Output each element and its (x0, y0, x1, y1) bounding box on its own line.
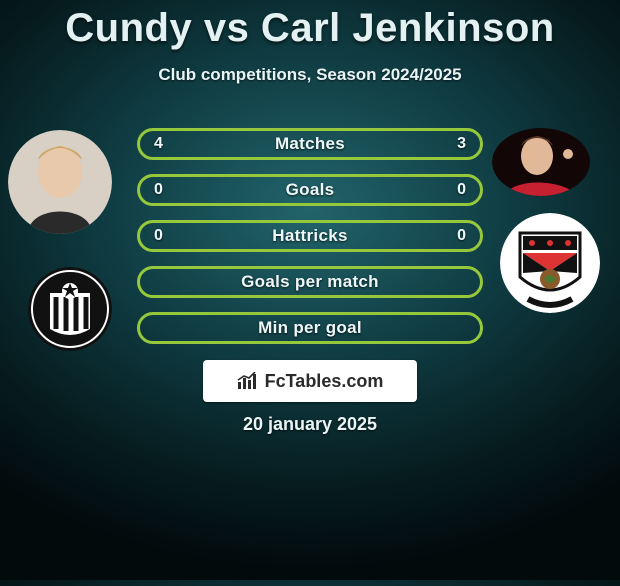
player-right-avatar (492, 128, 590, 196)
stat-row-goals-per-match: Goals per match (137, 266, 483, 298)
stat-left-value: 4 (154, 135, 163, 153)
stat-label: Matches (275, 134, 345, 154)
player-right-club-crest (500, 213, 600, 313)
stat-row-min-per-goal: Min per goal (137, 312, 483, 344)
stat-label: Goals per match (241, 272, 379, 292)
stat-left-value: 0 (154, 181, 163, 199)
stat-label: Hattricks (272, 226, 347, 246)
brand-text: FcTables.com (265, 371, 384, 392)
subtitle: Club competitions, Season 2024/2025 (0, 65, 620, 85)
snapshot-date: 20 january 2025 (243, 414, 377, 435)
stat-row-hattricks: 0 Hattricks 0 (137, 220, 483, 252)
stat-right-value: 0 (457, 227, 466, 245)
page-title: Cundy vs Carl Jenkinson (0, 6, 620, 51)
stat-label: Goals (286, 180, 335, 200)
player-left-avatar (8, 130, 112, 234)
stat-right-value: 3 (457, 135, 466, 153)
stat-row-matches: 4 Matches 3 (137, 128, 483, 160)
bar-chart-icon (237, 372, 259, 390)
player-left-club-crest (28, 267, 112, 351)
stat-left-value: 0 (154, 227, 163, 245)
stat-label: Min per goal (258, 318, 362, 338)
stat-row-goals: 0 Goals 0 (137, 174, 483, 206)
stat-right-value: 0 (457, 181, 466, 199)
brand-badge: FcTables.com (203, 360, 417, 402)
stats-container: 4 Matches 3 0 Goals 0 0 Hattricks 0 Goal… (137, 128, 483, 358)
